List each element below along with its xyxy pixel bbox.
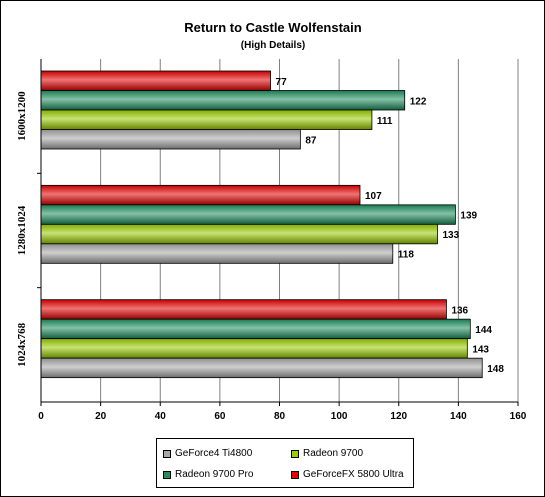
legend-label: Radeon 9700 — [303, 448, 364, 459]
x-tick-label: 120 — [390, 411, 407, 422]
bar — [40, 243, 394, 264]
data-label: 133 — [443, 230, 460, 241]
data-label: 144 — [475, 325, 492, 336]
x-tick-label: 80 — [274, 411, 286, 422]
x-tick-label: 140 — [450, 411, 467, 422]
data-label: 118 — [398, 250, 415, 261]
bar — [40, 129, 301, 150]
bar — [40, 299, 447, 320]
legend-item-geforce4-ti4800: GeForce4 Ti4800 — [163, 448, 252, 459]
bar — [40, 338, 468, 359]
legend-swatch — [163, 449, 171, 458]
chart-subtitle: (High Details) — [241, 40, 305, 51]
legend-swatch — [291, 470, 299, 479]
x-tick-label: 20 — [95, 411, 107, 422]
data-label: 77 — [276, 77, 288, 88]
x-tick-label: 60 — [214, 411, 226, 422]
chart-title: Return to Castle Wolfenstain — [184, 20, 362, 35]
legend-swatch — [163, 470, 171, 479]
data-label: 87 — [305, 135, 317, 146]
x-tick-label: 100 — [331, 411, 348, 422]
legend-item-radeon-9700: Radeon 9700 — [291, 448, 363, 459]
x-tick-label: 0 — [38, 411, 44, 422]
legend-label: GeForceFX 5800 Ultra — [303, 469, 404, 480]
bar — [40, 109, 373, 130]
x-tick-label: 160 — [510, 411, 527, 422]
legend-label: GeForce4 Ti4800 — [175, 448, 253, 459]
bar — [40, 318, 471, 340]
bar — [40, 90, 406, 111]
data-label: 143 — [472, 344, 489, 355]
legend-swatch — [291, 449, 299, 458]
legend-label: Radeon 9700 Pro — [175, 469, 254, 480]
legend-item-radeon-9700-pro: Radeon 9700 Pro — [163, 469, 253, 480]
legend: GeForce4 Ti4800 Radeon 9700 Radeon 9700 … — [156, 438, 414, 488]
category-label: 1024x768 — [16, 322, 28, 367]
bar — [40, 184, 361, 206]
x-tick-label: 40 — [155, 411, 167, 422]
data-label: 111 — [377, 116, 393, 127]
data-label: 136 — [451, 305, 468, 316]
bar — [40, 357, 483, 379]
legend-item-geforcefx-5800-ultra: GeForceFX 5800 Ultra — [291, 469, 404, 480]
data-label: 122 — [410, 96, 427, 107]
bar — [40, 223, 438, 245]
data-label: 139 — [460, 211, 477, 222]
data-label: 107 — [365, 191, 382, 202]
category-label: 1280x1024 — [16, 205, 28, 255]
category-label: 1600x1200 — [16, 91, 28, 141]
bar — [40, 204, 456, 225]
bar — [40, 70, 271, 91]
data-label: 148 — [487, 364, 504, 375]
